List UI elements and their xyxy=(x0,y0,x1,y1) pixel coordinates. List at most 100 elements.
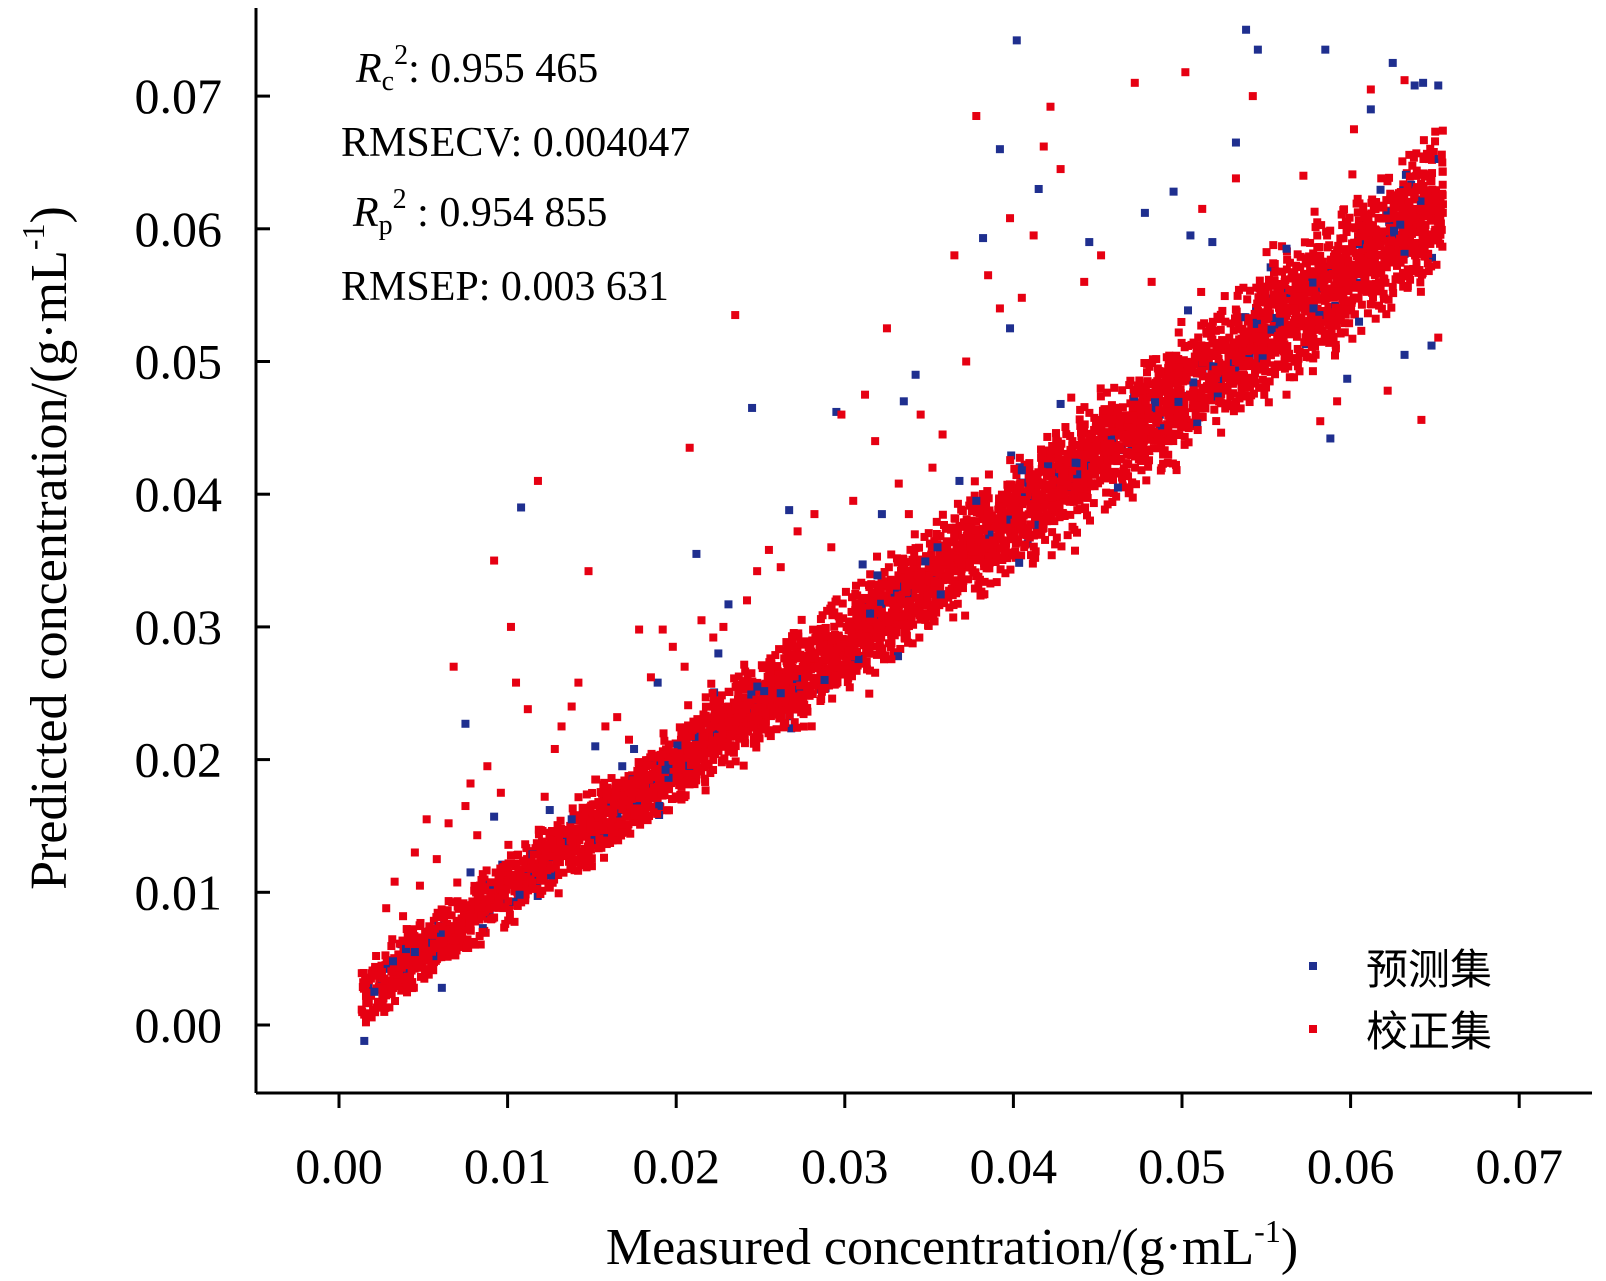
calibration-point xyxy=(1048,528,1057,537)
calibration-point xyxy=(725,688,734,697)
calibration-point xyxy=(1209,339,1218,348)
calibration-point xyxy=(1052,435,1061,444)
calibration-point xyxy=(1370,271,1379,280)
calibration-point xyxy=(1249,359,1258,368)
prediction-point xyxy=(1267,325,1276,334)
calibration-point xyxy=(1000,491,1009,500)
calibration-point xyxy=(391,997,400,1006)
calibration-point xyxy=(437,905,446,914)
calibration-point xyxy=(844,669,853,678)
calibration-point xyxy=(1360,210,1369,219)
calibration-point xyxy=(1198,343,1207,352)
calibration-point xyxy=(1354,262,1363,271)
calibration-point xyxy=(1000,499,1009,508)
calibration-point xyxy=(637,815,646,824)
calibration-point xyxy=(1389,202,1398,211)
prediction-point xyxy=(787,724,796,733)
calibration-point xyxy=(1262,329,1271,338)
calibration-point xyxy=(950,531,959,540)
calibration-point xyxy=(614,836,623,845)
calibration-point xyxy=(980,577,989,586)
calibration-point xyxy=(1326,270,1335,279)
calibration-point xyxy=(1423,189,1432,198)
calibration-point xyxy=(867,580,876,589)
calibration-point xyxy=(780,698,789,707)
calibration-point xyxy=(1267,338,1276,347)
calibration-point xyxy=(385,978,394,987)
calibration-point xyxy=(1077,492,1086,501)
calibration-point xyxy=(645,775,654,784)
calibration-point xyxy=(884,563,893,572)
calibration-point xyxy=(811,680,820,689)
calibration-point xyxy=(1214,354,1223,363)
calibration-point xyxy=(1172,466,1181,475)
calibration-point xyxy=(1350,223,1359,232)
calibration-point xyxy=(857,578,866,587)
calibration-point xyxy=(1280,318,1289,327)
calibration-point xyxy=(1100,505,1109,514)
calibration-point xyxy=(795,703,804,712)
calibration-point xyxy=(689,755,698,764)
calibration-point xyxy=(1189,397,1198,406)
calibration-point xyxy=(1378,214,1387,223)
calibration-point xyxy=(1354,294,1363,303)
prediction-point xyxy=(1417,196,1426,205)
calibration-point xyxy=(443,906,452,915)
calibration-point xyxy=(1398,268,1407,277)
calibration-point xyxy=(1375,301,1384,310)
calibration-point xyxy=(554,847,563,856)
calibration-point xyxy=(1066,510,1075,519)
calibration-point xyxy=(1437,150,1446,159)
calibration-point xyxy=(1329,293,1338,302)
calibration-point xyxy=(1054,442,1063,451)
calibration-point xyxy=(629,818,638,827)
calibration-point xyxy=(660,736,669,745)
calibration-point xyxy=(1389,214,1398,223)
calibration-point xyxy=(1050,462,1059,471)
calibration-point xyxy=(985,541,994,550)
calibration-point xyxy=(574,835,583,844)
calibration-point xyxy=(1102,428,1111,437)
calibration-point xyxy=(709,755,718,764)
calibration-point xyxy=(473,913,482,922)
calibration-point xyxy=(935,601,944,610)
calibration-point xyxy=(1363,244,1372,253)
calibration-point xyxy=(1363,309,1372,318)
calibration-point xyxy=(1182,373,1191,382)
calibration-point xyxy=(945,603,954,612)
calibration-point xyxy=(1427,262,1436,271)
calibration-point xyxy=(1078,463,1087,472)
calibration-point xyxy=(1353,208,1362,217)
calibration-point xyxy=(835,619,844,628)
calibration-point xyxy=(578,822,587,831)
calibration-point xyxy=(1032,502,1041,511)
calibration-point xyxy=(1048,488,1057,497)
calibration-point xyxy=(950,514,959,523)
calibration-point xyxy=(710,719,719,728)
prediction-point xyxy=(858,560,867,569)
calibration-point xyxy=(412,958,421,967)
calibration-point xyxy=(1405,172,1414,181)
calibration-point xyxy=(886,643,895,652)
calibration-point xyxy=(1154,435,1163,444)
calibration-point xyxy=(496,864,505,873)
calibration-point xyxy=(933,578,942,587)
calibration-point xyxy=(1078,450,1087,459)
calibration-point xyxy=(995,544,1004,553)
calibration-point xyxy=(1201,404,1210,413)
calibration-point xyxy=(661,778,670,787)
calibration-point xyxy=(403,988,412,997)
calibration-point xyxy=(678,729,687,738)
calibration-point xyxy=(1162,387,1171,396)
calibration-point xyxy=(500,889,509,898)
calibration-point xyxy=(1212,417,1221,426)
calibration-point xyxy=(1216,325,1225,334)
calibration-point xyxy=(1207,389,1216,398)
calibration-point xyxy=(1063,449,1072,458)
calibration-point xyxy=(1195,413,1204,422)
calibration-point xyxy=(1431,192,1440,201)
calibration-point xyxy=(1412,166,1421,175)
calibration-point xyxy=(701,719,710,728)
calibration-point xyxy=(1085,408,1094,417)
calibration-point xyxy=(1073,506,1082,515)
